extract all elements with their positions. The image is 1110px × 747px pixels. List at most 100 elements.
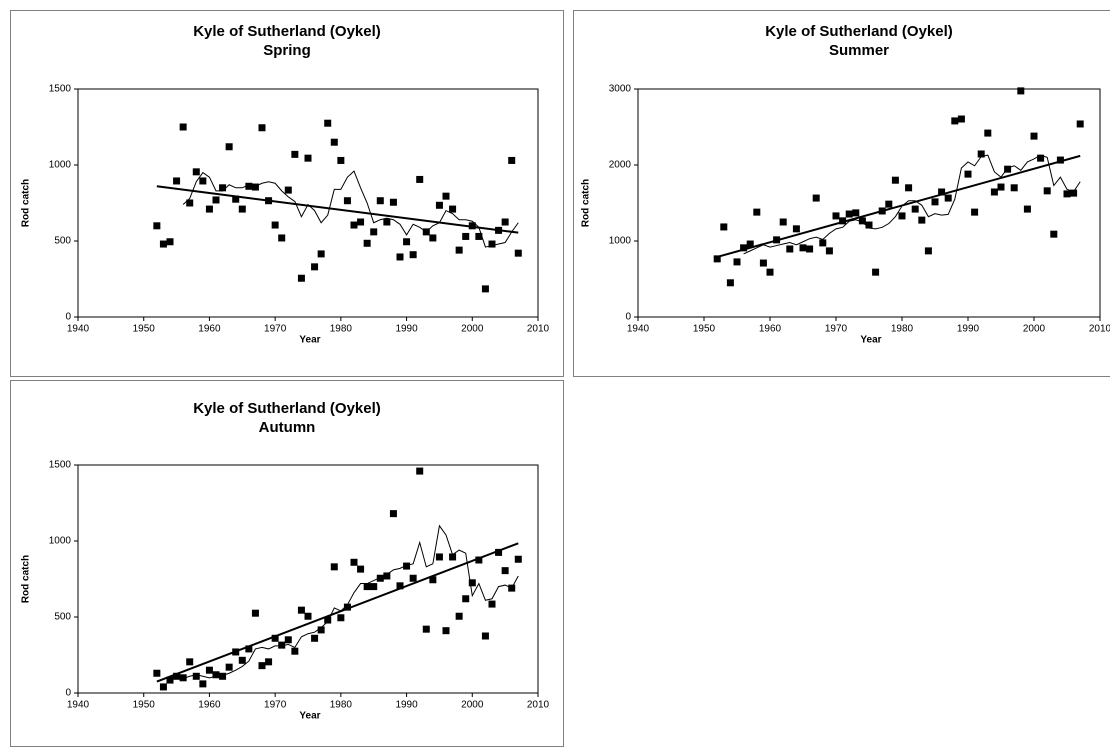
data-point (205, 666, 213, 674)
data-point (713, 255, 721, 263)
data-point (153, 222, 161, 230)
data-point (455, 246, 463, 254)
data-point (192, 672, 200, 680)
data-point (753, 208, 761, 216)
data-point (733, 258, 741, 266)
y-tick-label: 0 (65, 312, 71, 323)
x-tick-label: 2010 (527, 700, 550, 711)
trend-line (156, 542, 519, 683)
data-point (905, 184, 913, 192)
data-point (350, 221, 358, 229)
data-point (225, 143, 233, 151)
x-tick-label: 1950 (133, 700, 156, 711)
data-point (819, 239, 827, 247)
data-point (291, 150, 299, 158)
data-point (977, 150, 985, 158)
data-point (720, 223, 728, 231)
data-point (449, 553, 457, 561)
data-point (304, 154, 312, 162)
data-point (219, 672, 227, 680)
chart-subtitle: Summer (829, 42, 889, 59)
y-tick-label: 1000 (609, 236, 632, 247)
data-point (1030, 132, 1038, 140)
x-tick-label: 2000 (1023, 324, 1046, 335)
plot-area (637, 88, 1101, 318)
data-point (153, 669, 161, 677)
data-point (514, 555, 522, 563)
x-tick-label: 1940 (67, 324, 90, 335)
data-point (363, 583, 371, 591)
data-point (343, 197, 351, 205)
data-point (258, 124, 266, 132)
data-point (251, 609, 259, 617)
data-point (806, 245, 814, 253)
data-point (271, 634, 279, 642)
data-point (455, 612, 463, 620)
data-point (872, 268, 880, 276)
panel-frame (10, 10, 564, 377)
data-point (219, 184, 227, 192)
data-point (370, 583, 378, 591)
data-point (475, 556, 483, 564)
data-point (416, 175, 424, 183)
chart-subtitle: Autumn (259, 419, 316, 436)
y-axis-label: Rod catch (581, 179, 592, 227)
moving-average-line (743, 154, 1081, 255)
plot-area (77, 464, 539, 694)
data-point (944, 194, 952, 202)
y-tick-label: 1500 (49, 460, 72, 471)
data-point (297, 274, 305, 282)
data-point (238, 205, 246, 213)
data-point (786, 245, 794, 253)
data-point (297, 606, 305, 614)
y-tick-label: 1000 (49, 160, 72, 171)
data-point (435, 201, 443, 209)
data-point (495, 226, 503, 234)
chart-title: Kyle of Sutherland (Oykel) (765, 23, 953, 40)
data-point (265, 658, 273, 666)
data-point (389, 510, 397, 518)
data-point (396, 253, 404, 261)
data-point (232, 195, 240, 203)
data-point (383, 572, 391, 580)
data-point (265, 197, 273, 205)
data-point (311, 263, 319, 271)
data-point (1043, 187, 1051, 195)
data-point (422, 228, 430, 236)
data-point (212, 196, 220, 204)
data-point (508, 584, 516, 592)
data-point (409, 251, 417, 259)
x-tick-label: 1980 (330, 700, 353, 711)
data-point (1070, 189, 1078, 197)
moving-average-line (182, 170, 519, 248)
data-point (232, 648, 240, 656)
data-point (271, 221, 279, 229)
data-point (832, 212, 840, 220)
y-axis-label: Rod catch (21, 555, 32, 603)
data-point (1076, 120, 1084, 128)
x-tick-label: 1970 (264, 324, 287, 335)
data-point (931, 198, 939, 206)
data-point (462, 595, 470, 603)
data-point (911, 205, 919, 213)
data-point (1063, 190, 1071, 198)
x-tick-label: 1950 (133, 324, 156, 335)
data-point (376, 574, 384, 582)
data-point (173, 177, 181, 185)
data-point (971, 208, 979, 216)
data-point (225, 663, 233, 671)
data-point (878, 207, 886, 215)
data-point (918, 216, 926, 224)
data-point (1017, 87, 1025, 95)
chart-subtitle: Spring (263, 42, 311, 59)
x-tick-label: 1990 (395, 324, 418, 335)
data-point (488, 240, 496, 248)
data-point (501, 218, 509, 226)
data-point (442, 627, 450, 635)
data-point (304, 612, 312, 620)
data-point (238, 656, 246, 664)
x-tick-label: 1960 (198, 324, 221, 335)
data-point (159, 240, 167, 248)
data-point (337, 614, 345, 622)
